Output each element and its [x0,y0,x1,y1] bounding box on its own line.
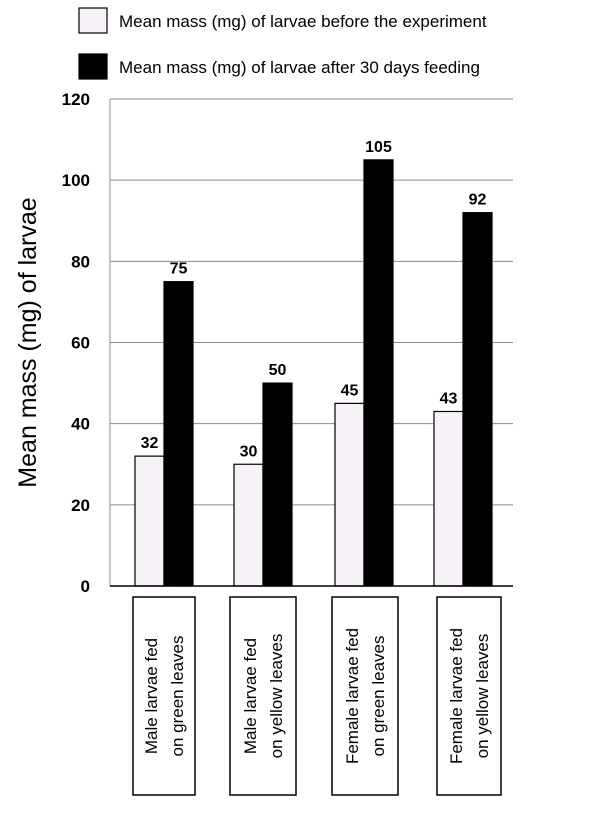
category-label-line: Female larvae fed [447,628,466,764]
data-label: 50 [269,362,287,379]
category-label-line: Male larvae fed [142,638,161,754]
bar-after [163,281,194,587]
bar-after [462,212,493,587]
bar-before [233,463,264,587]
category-label-line: Male larvae fed [241,638,260,754]
legend-swatch [78,53,108,80]
data-label: 43 [440,390,458,407]
category-label-line: on green leaves [168,636,187,757]
bar-after [262,382,293,587]
data-label: 32 [141,435,159,452]
bar-after [363,159,394,587]
data-label: 30 [240,443,258,460]
data-label: 45 [341,382,359,399]
legend-swatch [78,7,108,34]
legend-label: Mean mass (mg) of larvae before the expe… [119,12,487,31]
bars [134,159,493,587]
category-label-box [229,596,297,796]
value-labels: 32 30 45 43 75 50 105 92 [141,139,487,460]
bar-before [334,402,365,587]
y-tick-label: 80 [71,252,90,271]
axes [109,99,513,587]
data-label: 75 [170,261,188,278]
y-tick-label: 60 [71,334,90,353]
y-tick-label: 100 [62,171,90,190]
category-label: Male larvae fed on green leaves [132,596,196,796]
category-label-line: Female larvae fed [343,628,362,764]
legend: Mean mass (mg) of larvae before the expe… [78,7,487,80]
category-label-line: on green leaves [369,636,388,757]
category-labels: Male larvae fed on green leaves Male larva… [132,596,502,796]
category-label-box [132,596,196,796]
category-label: Male larvae fed on yellow leaves [229,596,297,796]
y-axis-label: Mean mass (mg) of larvae [14,197,42,487]
y-tick-label: 40 [71,415,90,434]
category-label-box [436,596,502,796]
data-label: 105 [365,139,392,156]
category-label: Female larvae fed on yellow leaves [436,596,502,796]
legend-label: Mean mass (mg) of larvae after 30 days f… [119,58,480,77]
y-tick-label: 120 [62,90,90,109]
bar-before [433,410,464,587]
y-axis-ticks: 0 20 40 60 80 100 120 [62,90,90,596]
category-label-box [331,596,399,796]
category-label-line: on yellow leaves [473,634,492,759]
data-label: 92 [469,192,487,209]
category-label: Female larvae fed on green leaves [331,596,399,796]
y-tick-label: 0 [81,577,90,596]
category-label-line: on yellow leaves [267,634,286,759]
bar-before [134,455,165,587]
y-tick-label: 20 [71,496,90,515]
